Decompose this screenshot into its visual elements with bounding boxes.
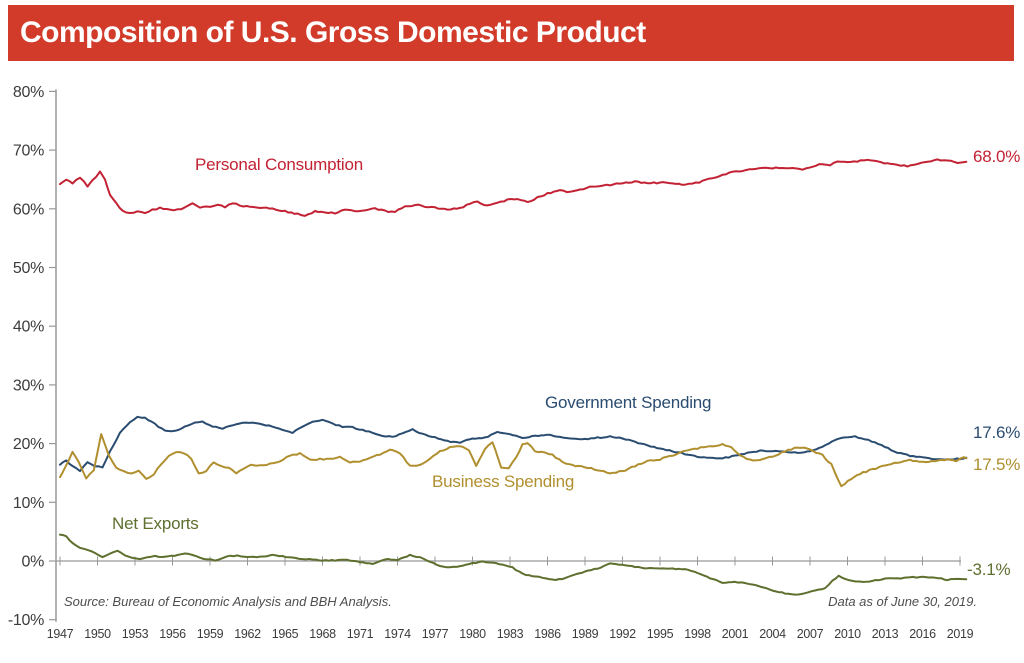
x-axis-label: 1950	[84, 627, 111, 641]
y-axis-label: 10%	[13, 495, 44, 512]
title-banner: Composition of U.S. Gross Domestic Produ…	[8, 5, 1014, 61]
end-value-government-spending: 17.6%	[973, 423, 1021, 442]
y-axis-label: 0%	[21, 554, 44, 571]
x-axis-label: 1956	[159, 627, 186, 641]
x-axis-label: 2013	[872, 627, 899, 641]
y-axis-label: 70%	[13, 143, 44, 160]
end-value-personal-consumption: 68.0%	[973, 147, 1021, 166]
x-axis-label: 2004	[759, 627, 786, 641]
x-axis-label: 1980	[459, 627, 486, 641]
y-axis-label: 50%	[13, 260, 44, 277]
chart-title: Composition of U.S. Gross Domestic Produ…	[20, 16, 646, 49]
x-axis-label: 1953	[122, 627, 149, 641]
x-axis-label: 2001	[722, 627, 749, 641]
x-axis-label: 1965	[272, 627, 299, 641]
x-axis-label: 1962	[234, 627, 261, 641]
x-axis-label: 1977	[422, 627, 449, 641]
x-axis-label: 2010	[834, 627, 861, 641]
series-label-government-spending: Government Spending	[545, 393, 712, 412]
x-axis-label: 2016	[909, 627, 936, 641]
x-axis-label: 1959	[197, 627, 224, 641]
x-axis-label: 1971	[347, 627, 374, 641]
x-axis-label: 1986	[534, 627, 561, 641]
personal-consumption-line	[59, 158, 968, 217]
y-axis-label: 40%	[13, 319, 44, 336]
data-as-of-note: Data as of June 30, 2019.	[828, 594, 977, 609]
x-axis-label: 1968	[309, 627, 336, 641]
y-axis-label: 80%	[13, 84, 44, 101]
x-axis-label: 1995	[647, 627, 674, 641]
net-exports-line	[59, 533, 968, 596]
x-axis-label: 1998	[684, 627, 711, 641]
series-label-personal-consumption: Personal Consumption	[195, 155, 363, 174]
x-axis-label: 1983	[497, 627, 524, 641]
x-axis-label: 2019	[947, 627, 974, 641]
government-spending-line	[59, 415, 968, 473]
y-axis-label: 20%	[13, 436, 44, 453]
business-spending-line	[59, 433, 968, 488]
end-value-net-exports: -3.1%	[967, 560, 1011, 579]
x-axis-label: 1992	[609, 627, 636, 641]
y-axis-label: -10%	[8, 612, 44, 629]
series-label-business-spending: Business Spending	[432, 472, 575, 491]
y-axis-label: 60%	[13, 201, 44, 218]
x-axis-label: 1989	[572, 627, 599, 641]
x-axis-label: 2007	[797, 627, 824, 641]
source-note: Source: Bureau of Economic Analysis and …	[64, 594, 392, 609]
x-axis-label: 1947	[47, 627, 74, 641]
end-value-business-spending: 17.5%	[973, 455, 1021, 474]
series-label-net-exports: Net Exports	[112, 514, 199, 533]
x-axis-label: 1974	[384, 627, 411, 641]
y-axis-label: 30%	[13, 377, 44, 394]
